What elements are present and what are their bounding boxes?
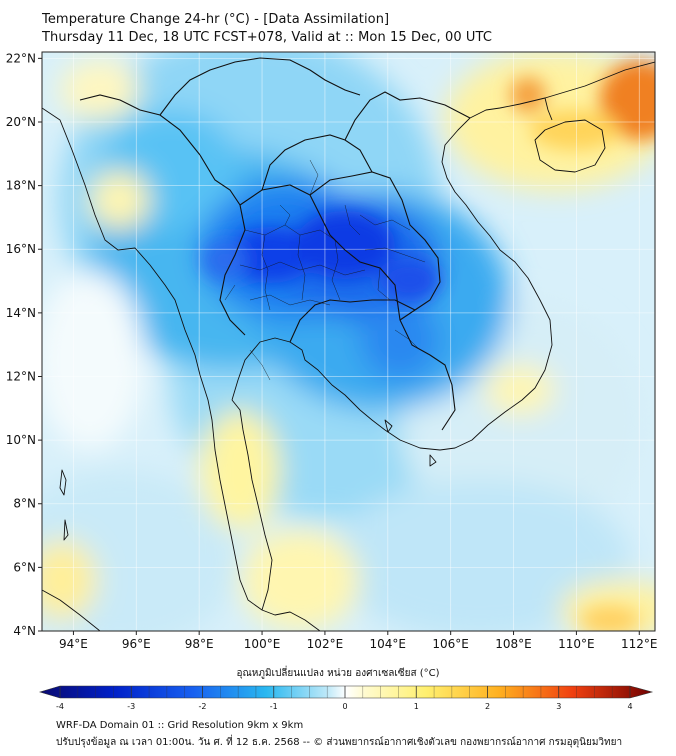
colorbar-tick-label: 4 [627,702,632,711]
coastlines [42,61,655,631]
colorbar-ticks: -4 -3 -2 -1 0 1 2 3 4 [56,686,633,711]
lon-label: 104°E [370,637,407,651]
colorbar-tick-label: -4 [56,702,64,711]
map-subtitle: Thursday 11 Dec, 18 UTC FCST+078, Valid … [42,30,492,45]
colorbar-tick-label: 2 [485,702,490,711]
lat-label: 16°N [6,242,36,256]
map-title: Temperature Change 24-hr (°C) - [Data As… [42,12,390,27]
colorbar-tick-label: -1 [270,702,278,711]
lon-label: 112°E [621,637,658,651]
footer-model-info: WRF-DA Domain 01 :: Grid Resolution 9km … [56,720,304,731]
lat-label: 18°N [6,179,36,193]
colorbar-tick-label: 0 [342,702,347,711]
temperature-field [42,52,655,631]
colorbar-tick-label: -2 [199,702,207,711]
lon-label: 100°E [244,637,281,651]
lat-label: 14°N [6,306,36,320]
lat-label: 4°N [13,624,36,638]
lon-label: 108°E [495,637,532,651]
lat-label: 12°N [6,369,36,383]
lon-label: 110°E [558,637,595,651]
latitude-labels: 4°N 6°N 8°N 10°N 12°N 14°N 16°N 18°N 20°N 22°N [6,51,42,638]
province-borders [224,159,426,381]
colorbar-title: อุณหภูมิเปลี่ยนแปลง หน่วย องศาเซลเซียส (… [236,668,440,679]
colorbar-tick-label: -3 [127,702,135,711]
colorbar: -4 -3 -2 -1 0 1 2 3 4 [38,685,654,711]
colorbar-tick-label: 1 [414,702,419,711]
map-frame [41,51,656,632]
lon-label: 98°E [185,637,214,651]
lat-label: 6°N [13,560,36,574]
colorbar-scale [38,685,654,699]
colorbar-tick-label: 3 [556,702,561,711]
country-borders [79,57,471,431]
lat-label: 10°N [6,433,36,447]
lon-label: 94°E [59,637,88,651]
lat-label: 20°N [6,115,36,129]
lat-label: 8°N [13,497,36,511]
lon-label: 96°E [122,637,151,651]
lon-label: 102°E [307,637,344,651]
footer-credit: ปรับปรุงข้อมูล ณ เวลา 01:00น. วัน ศ. ที่… [56,737,623,748]
lat-label: 22°N [6,51,36,65]
map-figure: 4°N 6°N 8°N 10°N 12°N 14°N 16°N 18°N 20°N 22°N 94… [6,51,658,651]
lon-label: 106°E [432,637,469,651]
longitude-labels: 94°E 96°E 98°E 100°E 102°E 104°E 106°E 108°E 110… [59,631,658,651]
